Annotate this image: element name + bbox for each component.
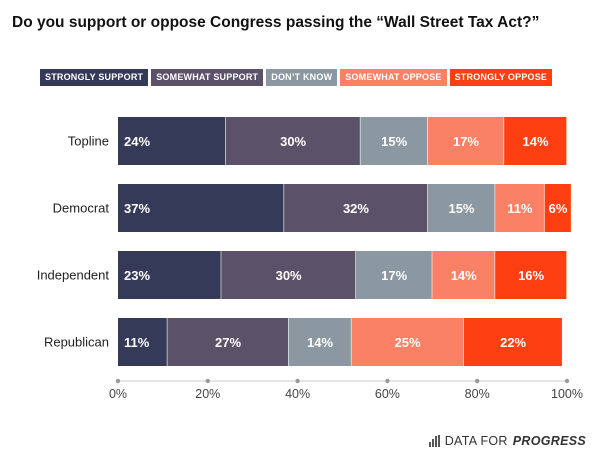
bar-segment-strongly-oppose [504, 117, 567, 165]
x-tick-label: 20% [195, 387, 220, 401]
bar-segment-somewhat-support [284, 184, 428, 232]
x-tick-label: 40% [285, 387, 310, 401]
data-label: 11% [507, 201, 533, 216]
data-label: 23% [124, 268, 150, 283]
data-label: 17% [381, 268, 407, 283]
x-tick-label: 80% [465, 387, 490, 401]
data-for-progress-logo: DATA FOR PROGRESS [428, 434, 586, 448]
bar-segment-strongly-oppose [495, 251, 567, 299]
data-label: 24% [124, 134, 150, 149]
bar-segment-strongly-oppose [463, 318, 562, 366]
legend: STRONGLY SUPPORT SOMEWHAT SUPPORT DON’T KN… [40, 69, 553, 86]
data-label: 14% [523, 134, 549, 149]
data-label: 14% [451, 268, 477, 283]
x-tick-mark [385, 378, 390, 384]
bar-segment-somewhat-support [221, 251, 356, 299]
chart-title: Do you support or oppose Congress passin… [12, 14, 540, 31]
logo-prefix: DATA FOR [444, 434, 508, 448]
bar-segment-don-t-know [288, 318, 351, 366]
data-label: 22% [500, 335, 526, 350]
data-label: 37% [124, 201, 150, 216]
data-label: 30% [276, 268, 302, 283]
category-label: Independent [37, 268, 110, 283]
data-label: 32% [343, 201, 369, 216]
bar-segment-strongly-support [118, 251, 221, 299]
data-label: 30% [280, 134, 306, 149]
bar-segment-somewhat-support [225, 117, 360, 165]
data-label: 25% [395, 335, 421, 350]
bar-segment-strongly-support [118, 117, 226, 165]
bar-segment-don-t-know [355, 251, 432, 299]
category-label: Democrat [53, 201, 110, 216]
bar-chart-icon [428, 435, 440, 447]
category-label: Republican [44, 335, 109, 350]
data-label: 15% [448, 201, 474, 216]
x-tick-mark [205, 378, 210, 384]
bar-segment-somewhat-support [167, 318, 289, 366]
x-tick-label: 0% [109, 387, 127, 401]
bar-segment-somewhat-oppose [495, 184, 544, 232]
data-label: 14% [307, 335, 333, 350]
logo-emphasis: PROGRESS [512, 434, 586, 448]
legend-item-don-t-know: DON’T KNOW [266, 69, 338, 86]
data-label: 11% [124, 335, 150, 350]
bar-segment-strongly-oppose [544, 184, 571, 232]
data-label: 27% [215, 335, 241, 350]
bar-segment-don-t-know [427, 184, 495, 232]
data-label: 15% [381, 134, 407, 149]
legend-item-somewhat-oppose: SOMEWHAT OPPOSE [340, 69, 447, 86]
bar-segment-somewhat-oppose [351, 318, 464, 366]
bar-segment-strongly-support [118, 318, 167, 366]
category-label: Topline [68, 134, 109, 149]
data-label: 16% [518, 268, 544, 283]
bar-segment-strongly-support [118, 184, 284, 232]
data-label: 6% [549, 201, 568, 216]
x-tick-mark [115, 378, 121, 384]
x-tick-label: 60% [375, 387, 400, 401]
data-label: 17% [453, 134, 479, 149]
bar-segment-somewhat-oppose [432, 251, 495, 299]
x-tick-mark [295, 378, 300, 384]
legend-item-strongly-support: STRONGLY SUPPORT [40, 69, 149, 86]
bar-segment-somewhat-oppose [427, 117, 504, 165]
x-tick-mark [564, 378, 570, 384]
x-tick-mark [475, 378, 480, 384]
bar-segment-don-t-know [360, 117, 428, 165]
legend-item-somewhat-support: SOMEWHAT SUPPORT [151, 69, 264, 86]
legend-item-strongly-oppose: STRONGLY OPPOSE [449, 69, 553, 86]
x-tick-label: 100% [551, 387, 583, 401]
